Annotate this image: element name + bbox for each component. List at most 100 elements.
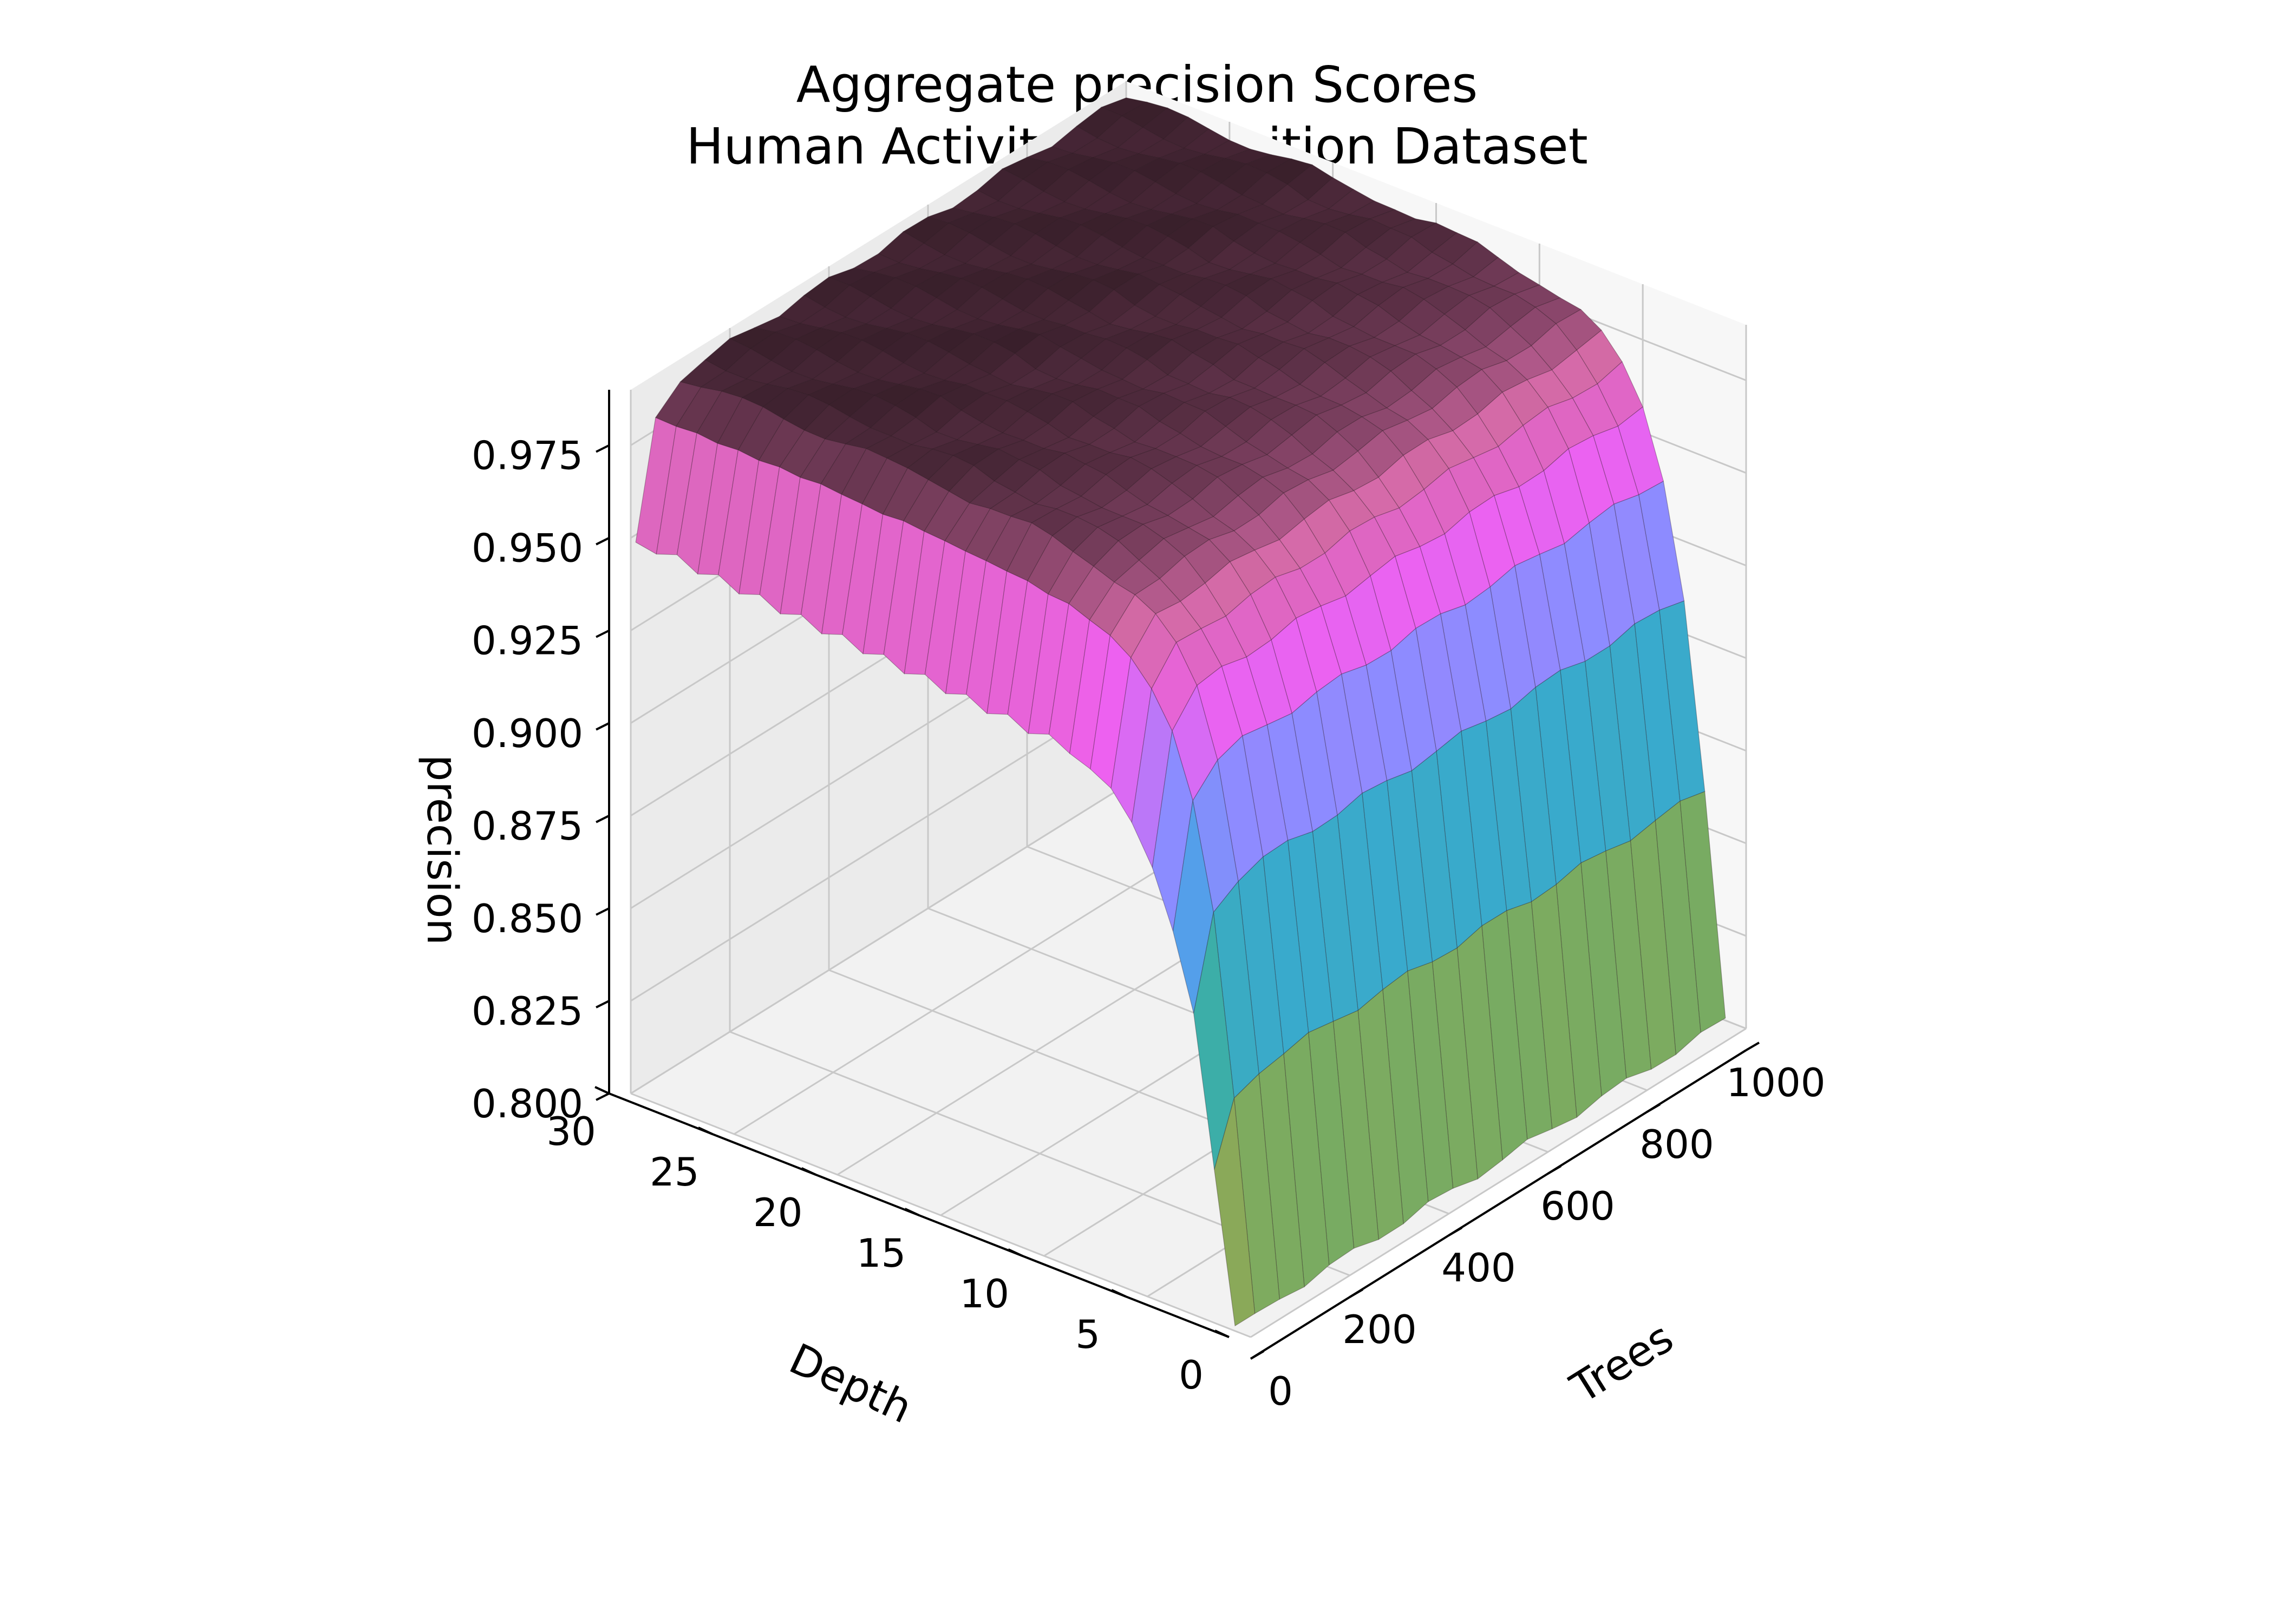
surface-patch bbox=[675, 387, 722, 434]
surface-patch bbox=[1638, 481, 1685, 611]
surface-patch bbox=[1266, 434, 1314, 469]
surface-patch bbox=[1427, 430, 1474, 469]
surface-patch bbox=[1316, 404, 1363, 433]
surface-patch bbox=[1142, 374, 1190, 394]
surface-patch bbox=[1154, 163, 1201, 194]
surface-patch bbox=[1489, 565, 1536, 710]
surface-patch bbox=[1150, 193, 1198, 215]
surface-patch bbox=[986, 571, 1028, 715]
surface-patch bbox=[1299, 552, 1347, 607]
z-tick bbox=[596, 722, 610, 731]
z-tick bbox=[596, 907, 610, 916]
surface-patch bbox=[1204, 397, 1251, 427]
z-tick bbox=[596, 1092, 610, 1101]
surface-patch bbox=[1225, 594, 1272, 658]
x-tick bbox=[1547, 1165, 1562, 1175]
x-tick-label: 200 bbox=[1342, 1307, 1416, 1352]
surface-patch bbox=[1266, 158, 1313, 185]
surface-patch bbox=[1286, 300, 1334, 334]
x-tick-label: 800 bbox=[1639, 1122, 1714, 1167]
surface-patch bbox=[1118, 523, 1165, 561]
x-tick-label: 400 bbox=[1441, 1245, 1515, 1291]
surface-patch bbox=[1411, 368, 1458, 409]
surface-patch bbox=[1336, 273, 1383, 295]
surface-patch bbox=[1217, 464, 1264, 496]
y-tick-label: 15 bbox=[857, 1230, 906, 1276]
surface-patch bbox=[1328, 188, 1375, 215]
surface-patch bbox=[1473, 446, 1520, 496]
surface-patch bbox=[1142, 107, 1189, 140]
surface-patch bbox=[1369, 209, 1416, 229]
z-axis-title: precision bbox=[417, 755, 466, 945]
surface-patch bbox=[1187, 364, 1235, 394]
surface-patch bbox=[989, 492, 1037, 517]
surface-patch bbox=[1018, 191, 1066, 214]
surface-patch bbox=[1192, 337, 1239, 365]
surface-patch bbox=[1162, 247, 1210, 274]
surface-patch bbox=[1200, 425, 1247, 457]
surface-patch bbox=[1576, 330, 1623, 385]
surface-patch bbox=[679, 359, 727, 388]
surface-patch bbox=[1278, 218, 1325, 243]
surface-patch bbox=[1447, 276, 1495, 296]
surface-patch bbox=[1399, 299, 1445, 336]
surface-patch bbox=[1402, 278, 1449, 300]
surface-patch bbox=[862, 514, 904, 655]
surface-patch bbox=[1415, 345, 1462, 370]
surface-patch bbox=[1109, 305, 1156, 330]
surface-patch bbox=[898, 372, 946, 390]
y-tick-label: 0 bbox=[1179, 1352, 1204, 1398]
surface-patch bbox=[1291, 691, 1338, 833]
tick-marks bbox=[594, 444, 1760, 1360]
z-tick-label: 0.950 bbox=[472, 526, 583, 571]
surface-patch bbox=[1167, 498, 1214, 528]
surface-patch bbox=[1200, 158, 1247, 184]
y-tick bbox=[594, 1086, 610, 1095]
z-tick-label: 0.800 bbox=[472, 1081, 583, 1127]
z-tick-label: 0.900 bbox=[472, 711, 583, 756]
surface-patch bbox=[1324, 531, 1371, 597]
gridline-y-floor bbox=[1250, 1027, 1747, 1338]
surface-patch bbox=[1535, 670, 1582, 886]
tick-labels: 0 200 400 600 800 1000 0 5 10 15 20 25 300.800 0.825 0… bbox=[472, 433, 1826, 1414]
y-tick-label: 20 bbox=[753, 1190, 803, 1235]
surface-patch bbox=[1212, 214, 1259, 242]
surface-patch bbox=[1080, 338, 1127, 371]
surface-patch bbox=[1390, 627, 1437, 771]
surface-patch bbox=[1526, 369, 1573, 408]
x-tick bbox=[1646, 1103, 1661, 1113]
z-tick bbox=[596, 815, 610, 823]
surface-patch bbox=[1117, 257, 1165, 274]
surface-patch bbox=[1275, 568, 1322, 619]
surface-patch bbox=[1130, 613, 1177, 690]
surface-patch bbox=[1361, 407, 1408, 431]
x-tick-label: 0 bbox=[1268, 1368, 1293, 1414]
surface-patch bbox=[1167, 218, 1214, 249]
surface-patch bbox=[1180, 582, 1226, 629]
z-tick bbox=[596, 1000, 610, 1009]
surface-patch bbox=[1109, 594, 1156, 658]
surface-patch bbox=[1171, 329, 1218, 353]
x-tick bbox=[1448, 1227, 1463, 1236]
surface-patch bbox=[676, 433, 718, 575]
surface-patch bbox=[1225, 273, 1272, 296]
surface-patch bbox=[1386, 237, 1433, 273]
gridline-z-left bbox=[630, 691, 1127, 1002]
z-tick-label: 0.875 bbox=[472, 803, 583, 849]
surface-patch bbox=[1522, 407, 1569, 472]
surface-patch bbox=[1299, 362, 1346, 397]
surface-patch bbox=[1138, 139, 1185, 159]
surface-patch bbox=[1378, 455, 1424, 509]
surface-patch bbox=[924, 540, 966, 695]
y-tick-label: 25 bbox=[650, 1149, 700, 1195]
surface-patch bbox=[800, 483, 842, 635]
surface-patch bbox=[840, 323, 888, 341]
surface-patch bbox=[1477, 391, 1524, 447]
surface-patch bbox=[1270, 270, 1317, 291]
surface-patch bbox=[1250, 397, 1297, 420]
surface-patch bbox=[1213, 495, 1259, 532]
y-tick bbox=[904, 1208, 920, 1216]
surface-patch bbox=[1279, 518, 1325, 569]
surface-patch bbox=[1440, 604, 1487, 732]
